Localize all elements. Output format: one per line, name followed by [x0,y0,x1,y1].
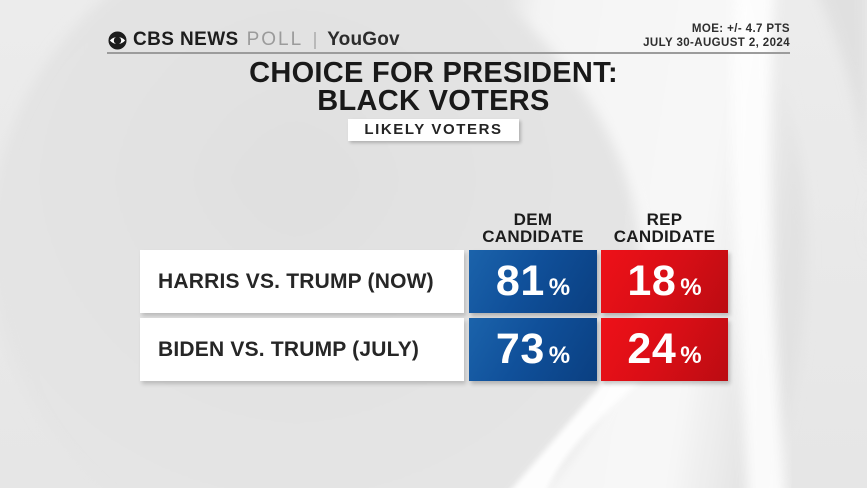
title-line-1: CHOICE FOR PRESIDENT: [249,57,618,89]
cbs-news-wordmark: CBS NEWS [133,29,239,50]
subtitle-badge-wrap: LIKELY VOTERS [0,119,867,141]
column-header-rep-line2: CANDIDATE [613,226,716,246]
percent-sign: % [548,274,571,301]
dem-value-biden: 73% [469,318,597,381]
rep-value-trump-july-number: 24 [627,325,677,373]
cbs-eye-icon [108,30,127,50]
dem-value-harris: 81% [469,250,597,313]
table-row-label-harris-trump: HARRIS VS. TRUMP (NOW) [140,250,464,313]
page-title: CHOICE FOR PRESIDENT: BLACK VOTERS [0,57,867,117]
column-header-rep: REP CANDIDATE [601,210,728,246]
rep-value-trump-july: 24% [601,318,728,381]
likely-voters-badge: LIKELY VOTERS [348,119,519,141]
column-header-dem: DEM CANDIDATE [469,210,597,246]
header-divider [107,52,790,54]
brand-lockup: CBS NEWS POLL YouGov [108,29,400,51]
table-row-label-biden-trump: BIDEN VS. TRUMP (JULY) [140,318,464,381]
rep-value-trump-now: 18% [601,250,728,313]
dem-value-harris-number: 81 [495,257,545,305]
percent-sign: % [548,342,571,369]
poll-meta: MOE: +/- 4.7 PTS JULY 30-AUGUST 2, 2024 [643,23,790,50]
margin-of-error: MOE: +/- 4.7 PTS [691,23,790,35]
field-dates: JULY 30-AUGUST 2, 2024 [643,36,790,49]
column-header-rep-line1: REP [646,210,683,229]
brand-separator [314,31,317,49]
poll-wordmark: POLL [246,29,304,50]
percent-sign: % [680,342,702,369]
column-header-dem-line2: CANDIDATE [482,226,584,246]
percent-sign: % [680,274,702,301]
yougov-wordmark: YouGov [327,29,400,50]
column-header-dem-line1: DEM [513,210,553,229]
title-line-2: BLACK VOTERS [317,85,550,117]
dem-value-biden-number: 73 [495,325,545,373]
rep-value-trump-now-number: 18 [627,257,677,305]
